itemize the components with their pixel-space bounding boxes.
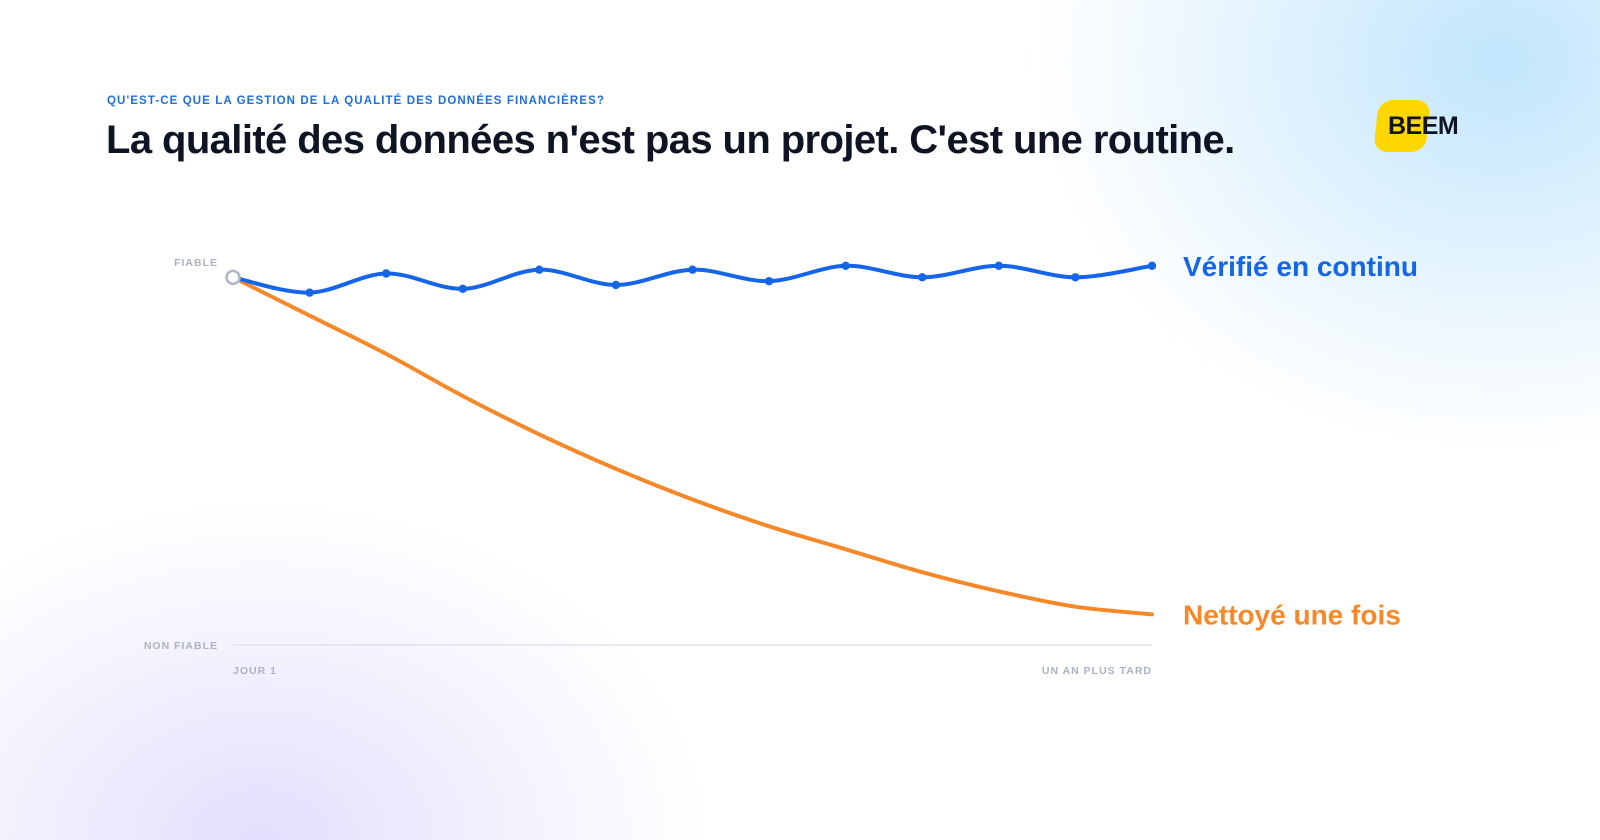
series-label-0: Vérifié en continu (1183, 251, 1418, 282)
x-tick-label-1: UN AN PLUS TARD (1042, 665, 1152, 677)
series-0-point-6 (688, 265, 697, 274)
page-title: La qualité des données n'est pas un proj… (106, 118, 1235, 162)
eyebrow-label: QU'EST-CE QUE LA GESTION DE LA QUALITÉ D… (107, 95, 605, 107)
series-0-point-3 (458, 284, 467, 294)
logo-text: BEEM (1388, 112, 1459, 140)
beem-logo: BEEM (1373, 100, 1496, 154)
series-line-1 (231, 275, 1154, 617)
series-0-point-5 (611, 280, 621, 290)
series-0-point-2 (381, 269, 391, 278)
series-0-point-9 (918, 273, 927, 282)
series-0-point-7 (764, 276, 774, 286)
y-tick-label-1: FIABLE (174, 257, 218, 269)
series-0-point-4 (535, 265, 544, 274)
series-0-point-11 (1071, 273, 1080, 282)
series-0-point-1 (305, 288, 314, 297)
y-tick-label-0: NON FIABLE (144, 640, 218, 652)
series-0-point-8 (841, 261, 850, 271)
series-label-1: Nettoyé une fois (1183, 599, 1401, 630)
start-point-marker (225, 269, 241, 286)
series-0-point-10 (994, 261, 1004, 271)
x-tick-label-0: JOUR 1 (233, 665, 277, 677)
series-0-point-12 (1147, 261, 1157, 271)
